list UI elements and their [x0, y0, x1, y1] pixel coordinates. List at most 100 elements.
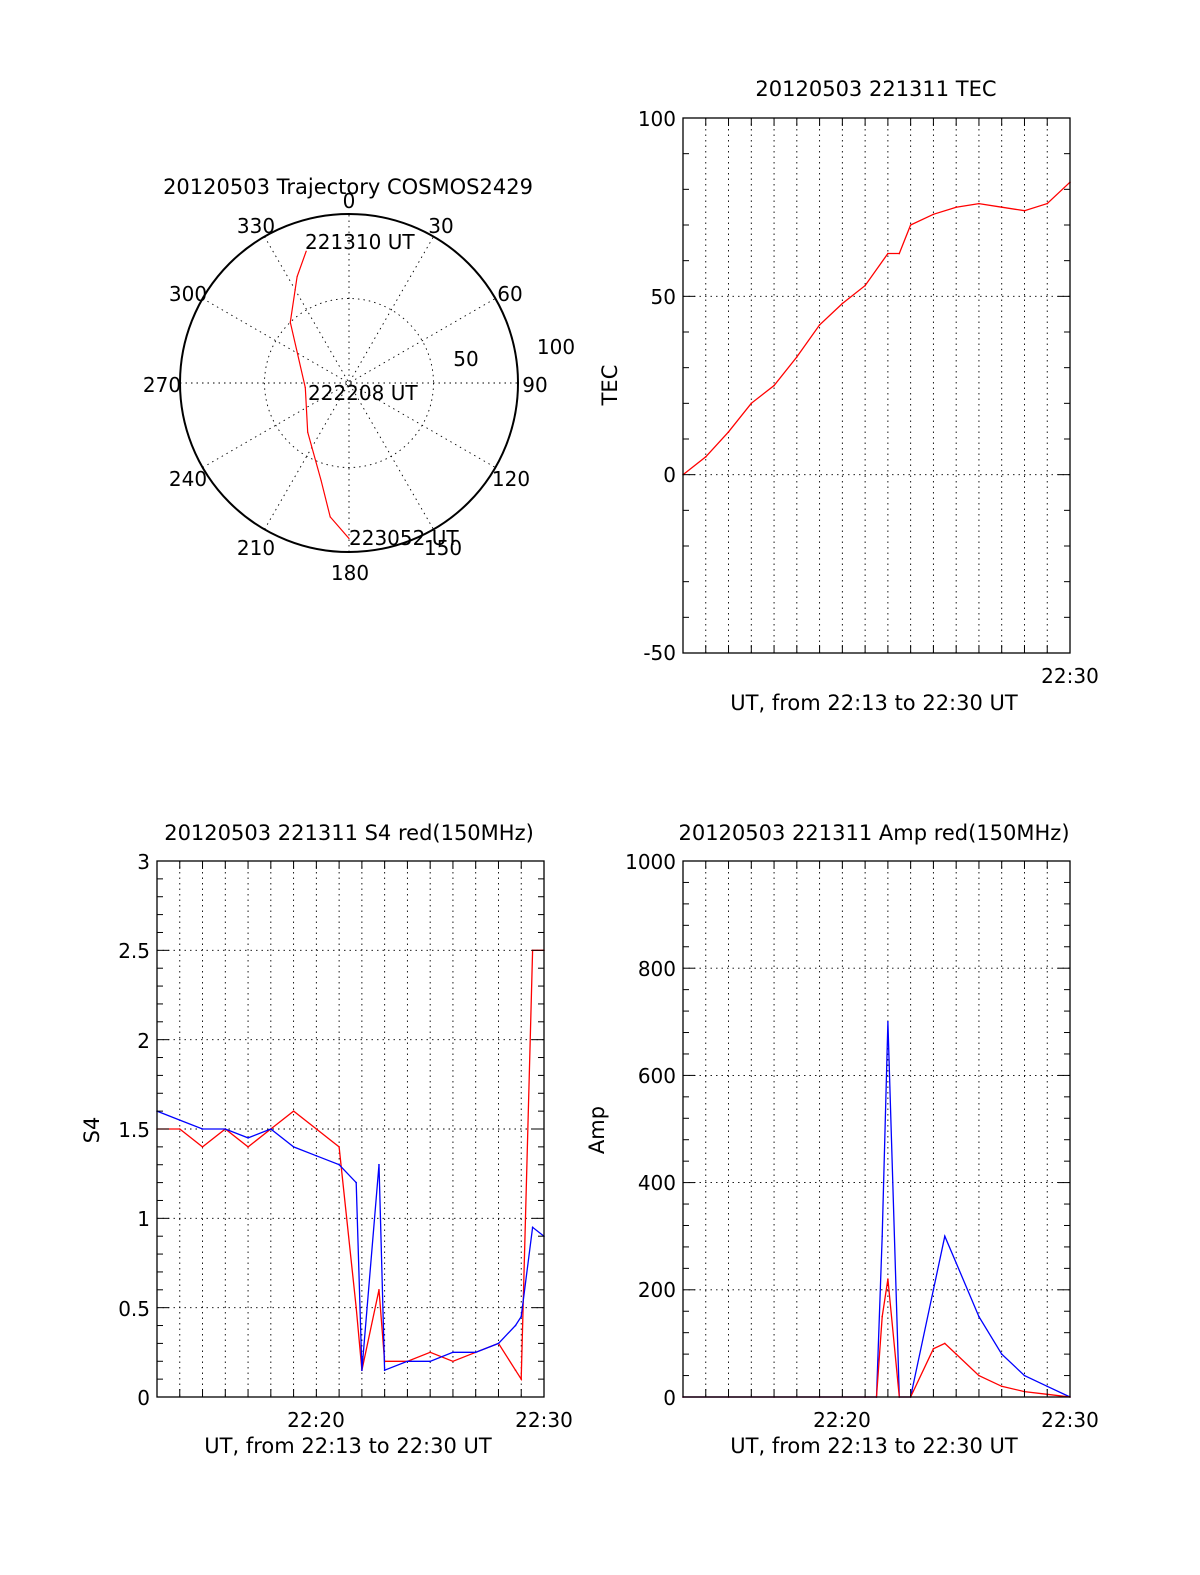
- s4-data-point: [201, 1146, 204, 1148]
- tec-data-point: [887, 252, 889, 255]
- tec-data-point: [909, 224, 912, 226]
- tec-data-point: [955, 206, 957, 208]
- s4-data-point: [531, 1226, 534, 1229]
- trajectory-point: [348, 537, 350, 540]
- tec-data-point: [841, 302, 844, 305]
- amp-ytick-label: 400: [638, 1171, 676, 1195]
- s4-data-point: [429, 1360, 431, 1363]
- amp-series: [682, 1021, 1071, 1398]
- amp-xlabel: UT, from 22:13 to 22:30 UT: [730, 1434, 1018, 1458]
- s4-series: [156, 949, 545, 1382]
- amp-xtick-label: 22:20: [813, 1408, 871, 1432]
- s4-ytick-label: 0: [137, 1386, 150, 1410]
- angle-label-120: 120: [492, 467, 530, 491]
- amp-ytick-label: 200: [638, 1278, 676, 1302]
- tec-ylabel: TEC: [598, 365, 622, 407]
- tec-plot-frame: [682, 117, 1071, 654]
- s4-data-point: [474, 1351, 477, 1354]
- s4-data-point: [429, 1351, 431, 1354]
- angle-label-330: 330: [237, 214, 275, 238]
- amp-plot-frame: [682, 860, 1071, 1398]
- s4-data-point: [270, 1128, 272, 1130]
- s4-data-point: [292, 1146, 295, 1148]
- amp-axis-ticks: [683, 860, 1070, 1398]
- amp-data-point: [943, 1235, 946, 1237]
- s4-data-point: [355, 1306, 357, 1309]
- s4-ytick-label: 2.5: [118, 939, 150, 963]
- s4-title: 20120503 221311 S4 red(150MHz): [164, 821, 534, 845]
- s4-chart: 20120503 221311 S4 red(150MHz) 0 0.5 1 1…: [80, 821, 573, 1458]
- amp-data-point: [978, 1315, 980, 1318]
- tec-axis-ticks: [683, 117, 1070, 654]
- s4-series-line-0: [157, 949, 544, 1382]
- s4-data-point: [315, 1155, 318, 1157]
- s4-data-point: [315, 1128, 318, 1130]
- s4-data-point: [338, 1163, 340, 1166]
- tec-series-line-0: [682, 181, 1071, 476]
- tec-data-point: [1046, 202, 1049, 205]
- polar-spoke-30: [264, 236, 434, 530]
- amp-grid: [683, 861, 1070, 1397]
- amp-data-point: [955, 1262, 957, 1264]
- s4-data-point: [247, 1146, 249, 1148]
- polar-spoke-60: [202, 298, 496, 468]
- s4-data-point: [224, 1128, 227, 1130]
- angle-label-30: 30: [428, 214, 453, 238]
- tec-data-point: [818, 324, 821, 326]
- trajectory-title: 20120503 Trajectory COSMOS2429: [163, 175, 533, 199]
- amp-data-point: [943, 1342, 946, 1345]
- s4-data-point: [514, 1324, 517, 1327]
- trajectory-point: [305, 250, 307, 252]
- angle-label-0: 0: [343, 189, 356, 213]
- trajectory-point: [329, 516, 331, 518]
- amp-xtick-label: 22:30: [1041, 1408, 1099, 1432]
- s4-ytick-label: 1.5: [118, 1118, 150, 1142]
- trajectory-line: [289, 250, 350, 539]
- tec-data-point: [773, 384, 775, 387]
- angle-label-240: 240: [169, 467, 207, 491]
- radial-label-100: 100: [537, 335, 575, 359]
- angle-label-300: 300: [169, 282, 207, 306]
- s4-data-point: [520, 1315, 523, 1318]
- tec-data-point: [932, 213, 935, 216]
- amp-data-point: [881, 1235, 883, 1237]
- s4-axis-ticks: [157, 860, 544, 1398]
- angle-label-150: 150: [424, 536, 462, 560]
- tec-grid: [683, 118, 1070, 653]
- polar-spoke-150: [264, 236, 434, 530]
- tec-xtick-label: 22:30: [1041, 664, 1099, 688]
- s4-data-point: [452, 1351, 454, 1354]
- trajectory-point: [307, 431, 309, 433]
- amp-data-point: [932, 1289, 935, 1291]
- tec-ytick-label: 100: [638, 107, 676, 131]
- amp-series-line-0: [683, 1021, 1071, 1398]
- s4-xtick-label: 22:30: [515, 1408, 573, 1432]
- tec-data-point: [898, 252, 901, 255]
- tec-ytick-label: 0: [663, 463, 676, 487]
- tec-data-point: [704, 456, 707, 458]
- s4-ylabel: S4: [80, 1117, 104, 1144]
- polar-angle-labels: 0 30 60 90 120 150 180 210 240 270 300 3…: [143, 189, 548, 585]
- trajectory-annotation-end: 223052 UT: [349, 526, 459, 550]
- trajectory-annotation-mid: 222208 UT: [308, 381, 418, 405]
- amp-data-point: [887, 1278, 889, 1280]
- trajectory-annotation-start: 221310 UT: [305, 230, 415, 254]
- tec-title: 20120503 221311 TEC: [755, 77, 996, 101]
- s4-ytick-label: 1: [137, 1207, 150, 1231]
- tec-xlabel: UT, from 22:13 to 22:30 UT: [730, 691, 1018, 715]
- s4-data-point: [201, 1128, 204, 1130]
- s4-series-line-1: [156, 1110, 545, 1372]
- amp-data-point: [1000, 1385, 1003, 1388]
- s4-data-point: [383, 1369, 386, 1371]
- s4-ytick-label: 2: [137, 1029, 150, 1053]
- amp-data-point: [978, 1374, 980, 1377]
- s4-data-point: [361, 1369, 363, 1371]
- s4-data-point: [338, 1146, 340, 1148]
- s4-xlabel: UT, from 22:13 to 22:30 UT: [204, 1434, 492, 1458]
- s4-data-point: [378, 1289, 380, 1291]
- amp-ylabel: Amp: [585, 1106, 609, 1154]
- amp-title: 20120503 221311 Amp red(150MHz): [678, 821, 1069, 845]
- s4-data-point: [406, 1360, 409, 1363]
- tec-chart: 20120503 221311 TEC -50 0 50 100 22:30 U…: [598, 77, 1099, 715]
- tec-data-point: [750, 402, 753, 405]
